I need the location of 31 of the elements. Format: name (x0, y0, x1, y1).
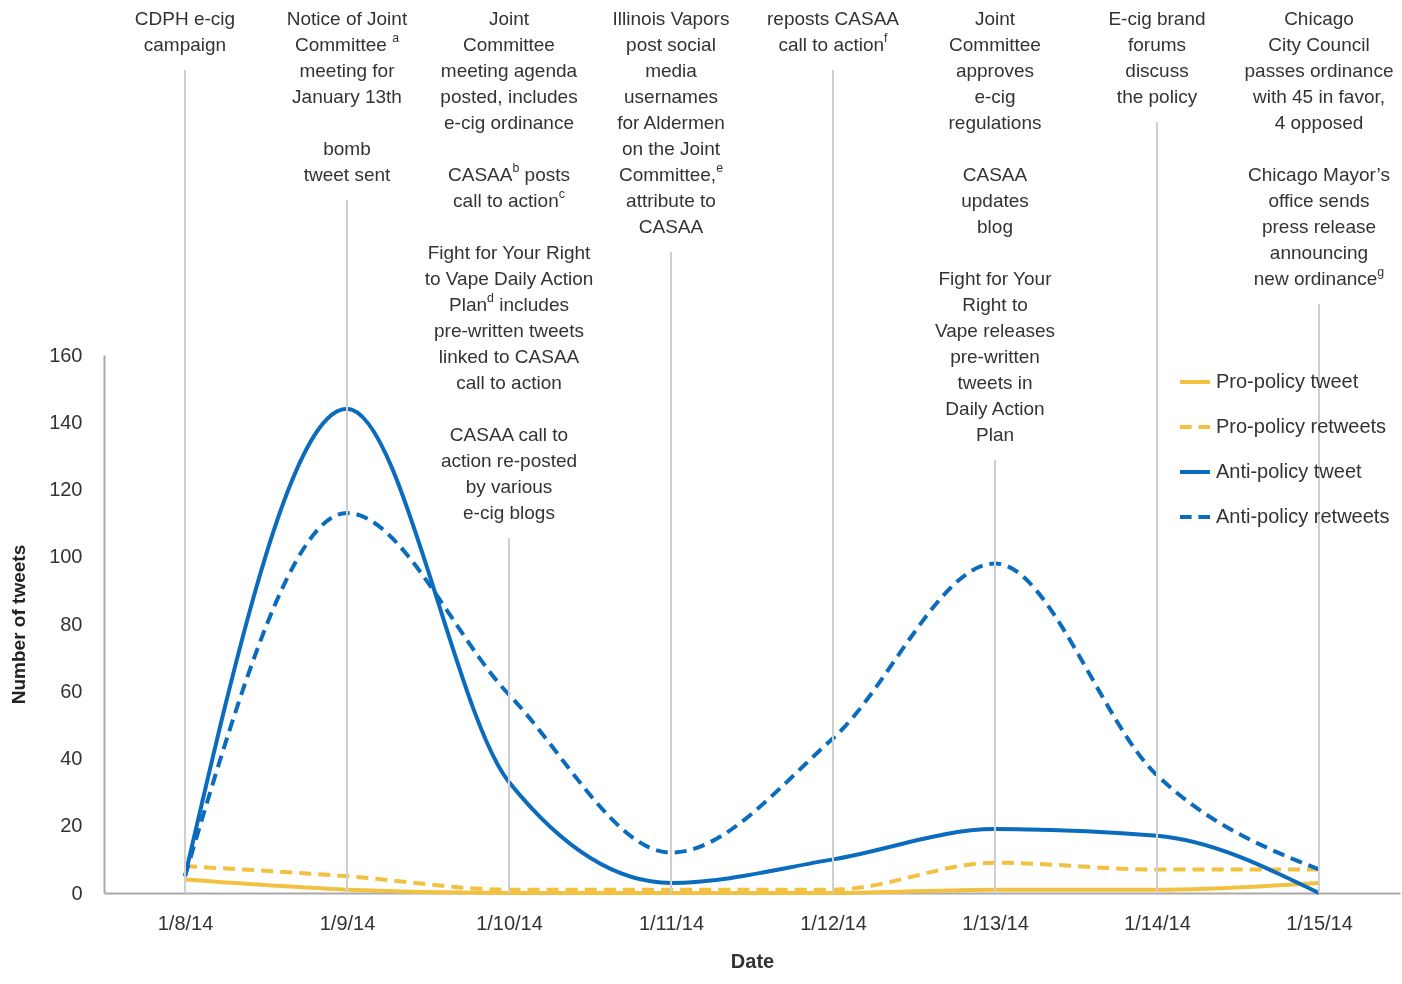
x-tick-label: 1/9/14 (319, 911, 376, 934)
text: Chicago City Council passes ordinance with 45 in favor, 4 opposed Chicago Mayor’s office sends press release announcing new ordinance$^{g}$ (1244, 8, 1394, 289)
x-tick-label: 1/12/14 (800, 911, 867, 934)
y-tick-label: 160 (49, 343, 83, 366)
text: Illinois Vapors post social media usernames for Aldermen on the Joint Committee,$^{e}$ attribute to CASAA (612, 8, 730, 237)
x-tick-label: 1/15/14 (1286, 911, 1353, 934)
x-axis-title: Date (730, 949, 775, 972)
legend-label: Anti-policy tweet (1216, 460, 1363, 482)
ref-line-label: CDPH e-cig campaign (134, 8, 236, 55)
y-axis-title: Number of tweets (8, 544, 30, 705)
text: Joint Committee approves e-cig regulations CASAA updates blog Fight for Your Right to Vape releases pre-written tweets in Daily Action Plan (934, 8, 1056, 445)
y-tick-label: 80 (60, 612, 83, 635)
y-tick-label: 120 (49, 478, 83, 500)
x-tick-label: 1/10/14 (476, 911, 543, 934)
legend-label: Pro-policy retweets (1216, 415, 1387, 437)
x-tick-label: 1/8/14 (157, 911, 214, 934)
y-tick-label: 60 (60, 679, 83, 702)
legend-label: Pro-policy tweet (1216, 370, 1359, 392)
ref-line-label: reposts CASAA call to action$^{f}$ (767, 8, 899, 55)
y-tick-label: 140 (49, 410, 83, 433)
x-tick-label: 1/14/14 (1124, 911, 1191, 934)
ref-line-label: E-cig brand forums discuss the policy (1108, 8, 1206, 107)
legend-label: Anti-policy retweets (1216, 505, 1390, 527)
text: Notice of Joint Committee $^{a}$ meeting for January 13th bomb tweet sent (286, 8, 408, 185)
y-tick-label: 40 (60, 747, 83, 769)
x-tick-label: 1/11/14 (638, 911, 705, 934)
text: Joint Committee meeting agenda posted, includes e-cig ordinance CASAA$^{b}$ posts call to action$^{c}$ Fight for Your Right to Vape Daily Action Plan$^{d}$ includes pre-written tweets linked to CASAA call to action CASAA call to action re-posted by various e-cig blogs (424, 8, 594, 523)
x-tick-label: 1/13/14 (962, 911, 1029, 934)
y-tick-label: 20 (60, 814, 83, 837)
y-tick-label: 0 (71, 881, 83, 904)
y-tick-label: 100 (49, 545, 83, 568)
